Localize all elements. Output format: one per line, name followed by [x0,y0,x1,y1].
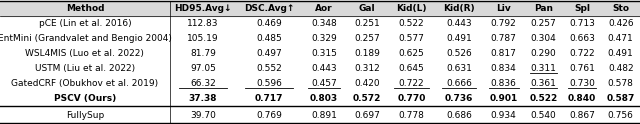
Text: 37.38: 37.38 [189,94,217,103]
Text: 0.290: 0.290 [531,49,556,58]
Text: pCE (Lin et al. 2016): pCE (Lin et al. 2016) [38,19,131,29]
Text: 0.713: 0.713 [569,19,595,29]
Text: 0.645: 0.645 [399,64,424,73]
Text: 0.572: 0.572 [353,94,381,103]
Text: 0.756: 0.756 [608,111,634,120]
Text: 0.792: 0.792 [491,19,516,29]
Text: 0.257: 0.257 [354,34,380,43]
Text: 0.312: 0.312 [354,64,380,73]
Text: 0.469: 0.469 [256,19,282,29]
Text: 0.730: 0.730 [569,79,595,88]
Text: Sto: Sto [612,4,629,13]
Text: 0.817: 0.817 [491,49,516,58]
Text: 0.697: 0.697 [354,111,380,120]
Text: 81.79: 81.79 [190,49,216,58]
Text: HD95.Avg↓: HD95.Avg↓ [174,4,232,13]
Text: 0.631: 0.631 [446,64,472,73]
Text: 0.311: 0.311 [531,64,557,73]
Text: 0.485: 0.485 [256,34,282,43]
Text: 0.840: 0.840 [568,94,596,103]
Text: 0.522: 0.522 [529,94,557,103]
Text: 0.717: 0.717 [255,94,284,103]
Text: 0.778: 0.778 [399,111,424,120]
Text: Aor: Aor [316,4,333,13]
Text: 0.625: 0.625 [399,49,424,58]
Bar [0,1,640,16]
Text: 0.304: 0.304 [531,34,556,43]
Text: 0.552: 0.552 [256,64,282,73]
Text: 0.420: 0.420 [354,79,380,88]
Text: 0.522: 0.522 [399,19,424,29]
Text: 0.329: 0.329 [311,34,337,43]
Text: 0.578: 0.578 [608,79,634,88]
Text: 0.257: 0.257 [531,19,556,29]
Text: 0.426: 0.426 [608,19,634,29]
Text: 0.491: 0.491 [446,34,472,43]
Text: 0.722: 0.722 [399,79,424,88]
Text: 0.686: 0.686 [446,111,472,120]
Text: Pan: Pan [534,4,553,13]
Text: 0.761: 0.761 [569,64,595,73]
Text: 0.663: 0.663 [569,34,595,43]
Text: 0.471: 0.471 [608,34,634,43]
Text: Spl: Spl [574,4,590,13]
Text: Kid(L): Kid(L) [396,4,427,13]
Text: 0.834: 0.834 [491,64,516,73]
Text: 0.722: 0.722 [570,49,595,58]
Text: 0.836: 0.836 [491,79,516,88]
Text: 0.577: 0.577 [399,34,424,43]
Text: 0.934: 0.934 [491,111,516,120]
Text: FullySup: FullySup [66,111,104,120]
Text: 0.457: 0.457 [311,79,337,88]
Text: 0.736: 0.736 [445,94,474,103]
Text: 0.315: 0.315 [311,49,337,58]
Text: 0.596: 0.596 [256,79,282,88]
Text: 0.787: 0.787 [491,34,516,43]
Text: 0.901: 0.901 [490,94,518,103]
Text: 0.526: 0.526 [446,49,472,58]
Text: 0.867: 0.867 [569,111,595,120]
Text: 0.443: 0.443 [446,19,472,29]
Text: 0.348: 0.348 [311,19,337,29]
Text: 0.361: 0.361 [531,79,557,88]
Text: 39.70: 39.70 [190,111,216,120]
Text: EntMini (Grandvalet and Bengio 2004): EntMini (Grandvalet and Bengio 2004) [0,34,172,43]
Text: DSC.Avg↑: DSC.Avg↑ [244,4,294,13]
Text: Kid(R): Kid(R) [444,4,475,13]
Text: 66.32: 66.32 [190,79,216,88]
Text: 0.769: 0.769 [256,111,282,120]
Text: 0.666: 0.666 [446,79,472,88]
Text: Liv: Liv [496,4,511,13]
Text: 0.540: 0.540 [531,111,556,120]
Text: 0.803: 0.803 [310,94,338,103]
Text: Method: Method [66,4,104,13]
Text: 0.491: 0.491 [608,49,634,58]
Text: 0.497: 0.497 [256,49,282,58]
Text: 97.05: 97.05 [190,64,216,73]
Text: 0.251: 0.251 [354,19,380,29]
Text: 0.770: 0.770 [397,94,426,103]
Text: 0.891: 0.891 [311,111,337,120]
Text: 0.443: 0.443 [311,64,337,73]
Text: 0.189: 0.189 [354,49,380,58]
Text: WSL4MIS (Luo et al. 2022): WSL4MIS (Luo et al. 2022) [26,49,145,58]
Text: 112.83: 112.83 [187,19,219,29]
Text: 0.587: 0.587 [607,94,635,103]
Text: Gal: Gal [358,4,375,13]
Text: 105.19: 105.19 [187,34,219,43]
Text: 0.482: 0.482 [608,64,634,73]
Text: GatedCRF (Obukhov et al. 2019): GatedCRF (Obukhov et al. 2019) [12,79,159,88]
Text: PSCV (Ours): PSCV (Ours) [54,94,116,103]
Text: USTM (Liu et al. 2022): USTM (Liu et al. 2022) [35,64,135,73]
